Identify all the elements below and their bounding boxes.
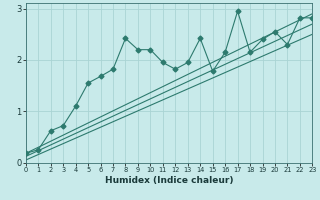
X-axis label: Humidex (Indice chaleur): Humidex (Indice chaleur)	[105, 176, 233, 185]
